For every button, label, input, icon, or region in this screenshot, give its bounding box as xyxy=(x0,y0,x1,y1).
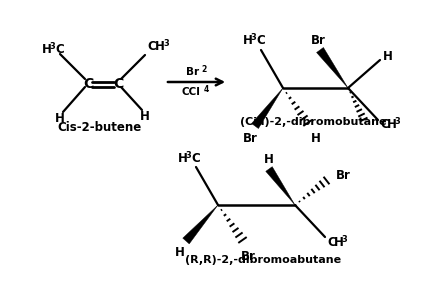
Text: (R,R)-2,-dibromoabutane: (R,R)-2,-dibromoabutane xyxy=(184,255,340,265)
Text: Cis-2-butene: Cis-2-butene xyxy=(58,121,142,134)
Text: H: H xyxy=(140,110,150,122)
Text: C: C xyxy=(326,235,335,248)
Text: 2: 2 xyxy=(201,65,206,74)
Text: C: C xyxy=(379,118,388,130)
Text: H: H xyxy=(382,49,392,63)
Text: 3: 3 xyxy=(340,235,346,244)
Text: C: C xyxy=(112,77,123,91)
Text: H: H xyxy=(155,40,164,52)
Text: Br: Br xyxy=(240,251,255,263)
Text: H: H xyxy=(243,33,252,46)
Text: H: H xyxy=(178,151,187,165)
Text: Br: Br xyxy=(335,169,350,181)
Text: H: H xyxy=(42,42,52,56)
Text: CCl: CCl xyxy=(181,87,200,97)
Text: H: H xyxy=(386,118,396,130)
Text: H: H xyxy=(310,131,320,145)
Text: C: C xyxy=(191,151,199,165)
Text: Br: Br xyxy=(242,131,257,145)
Text: Br: Br xyxy=(186,67,199,77)
Text: H: H xyxy=(333,235,343,248)
Text: (Cia)-2,-dibromobutane: (Cia)-2,-dibromobutane xyxy=(239,117,385,127)
Polygon shape xyxy=(251,88,283,129)
Text: 3: 3 xyxy=(49,42,55,51)
Text: H: H xyxy=(174,247,184,259)
Text: C: C xyxy=(83,77,93,91)
Text: 3: 3 xyxy=(250,33,255,42)
Polygon shape xyxy=(265,167,294,205)
Text: H: H xyxy=(55,111,65,125)
Text: 4: 4 xyxy=(204,85,209,94)
Text: C: C xyxy=(147,40,155,52)
Text: 3: 3 xyxy=(393,117,399,126)
Polygon shape xyxy=(316,48,347,88)
Text: Br: Br xyxy=(310,33,325,46)
Text: C: C xyxy=(55,42,64,56)
Text: 3: 3 xyxy=(163,39,168,48)
Text: 3: 3 xyxy=(184,151,191,160)
Polygon shape xyxy=(182,205,217,244)
Text: H: H xyxy=(263,153,273,165)
Text: C: C xyxy=(256,33,264,46)
